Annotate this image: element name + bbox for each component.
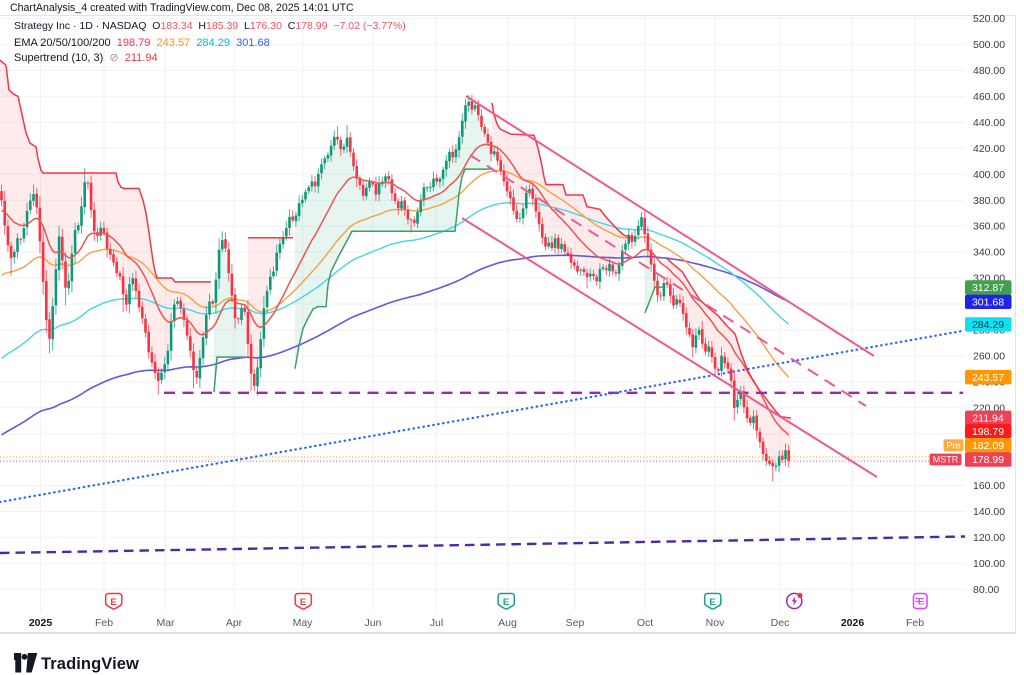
svg-text:E: E	[918, 597, 924, 608]
svg-text:E: E	[110, 597, 116, 608]
svg-text:480.00: 480.00	[973, 65, 1005, 77]
svg-text:TradingView: TradingView	[41, 655, 139, 673]
svg-text:260.00: 260.00	[973, 350, 1005, 362]
svg-text:243.57: 243.57	[972, 372, 1004, 384]
svg-text:Feb: Feb	[95, 617, 113, 629]
svg-text:May: May	[293, 617, 314, 629]
svg-text:520.00: 520.00	[973, 13, 1005, 25]
svg-text:Nov: Nov	[706, 617, 725, 629]
svg-text:Jul: Jul	[430, 617, 443, 629]
svg-text:380.00: 380.00	[973, 195, 1005, 207]
svg-text:Oct: Oct	[637, 617, 653, 629]
svg-text:120.00: 120.00	[973, 532, 1005, 544]
svg-text:198.79: 198.79	[972, 426, 1004, 438]
svg-text:2025: 2025	[29, 617, 53, 629]
svg-text:E: E	[300, 597, 306, 608]
svg-text:ChartAnalysis_4 created with T: ChartAnalysis_4 created with TradingView…	[10, 2, 354, 14]
svg-text:211.94: 211.94	[972, 413, 1003, 425]
svg-text:500.00: 500.00	[973, 39, 1005, 51]
svg-text:E: E	[503, 597, 509, 608]
svg-text:MSTR: MSTR	[933, 455, 959, 465]
svg-text:420.00: 420.00	[973, 143, 1005, 155]
svg-text:440.00: 440.00	[973, 117, 1005, 129]
svg-text:140.00: 140.00	[973, 506, 1005, 518]
svg-text:360.00: 360.00	[973, 221, 1005, 233]
svg-text:Apr: Apr	[226, 617, 243, 629]
svg-text:400.00: 400.00	[973, 169, 1005, 181]
svg-text:301.68: 301.68	[972, 297, 1004, 309]
svg-text:100.00: 100.00	[973, 558, 1005, 570]
svg-text:Mar: Mar	[156, 617, 175, 629]
svg-text:80.00: 80.00	[973, 584, 999, 596]
svg-text:340.00: 340.00	[973, 247, 1005, 259]
svg-text:Pre: Pre	[946, 441, 960, 451]
svg-text:Aug: Aug	[498, 617, 517, 629]
svg-text:312.87: 312.87	[972, 282, 1004, 294]
svg-text:460.00: 460.00	[973, 91, 1005, 103]
svg-text:Sep: Sep	[566, 617, 585, 629]
svg-text:2026: 2026	[841, 617, 865, 629]
svg-text:E: E	[709, 597, 715, 608]
svg-text:160.00: 160.00	[973, 480, 1005, 492]
svg-text:Dec: Dec	[771, 617, 790, 629]
svg-text:Jun: Jun	[365, 617, 382, 629]
svg-text:Feb: Feb	[906, 617, 924, 629]
svg-text:182.09: 182.09	[972, 440, 1004, 452]
svg-text:284.29: 284.29	[972, 319, 1004, 331]
svg-text:178.99: 178.99	[972, 454, 1004, 466]
